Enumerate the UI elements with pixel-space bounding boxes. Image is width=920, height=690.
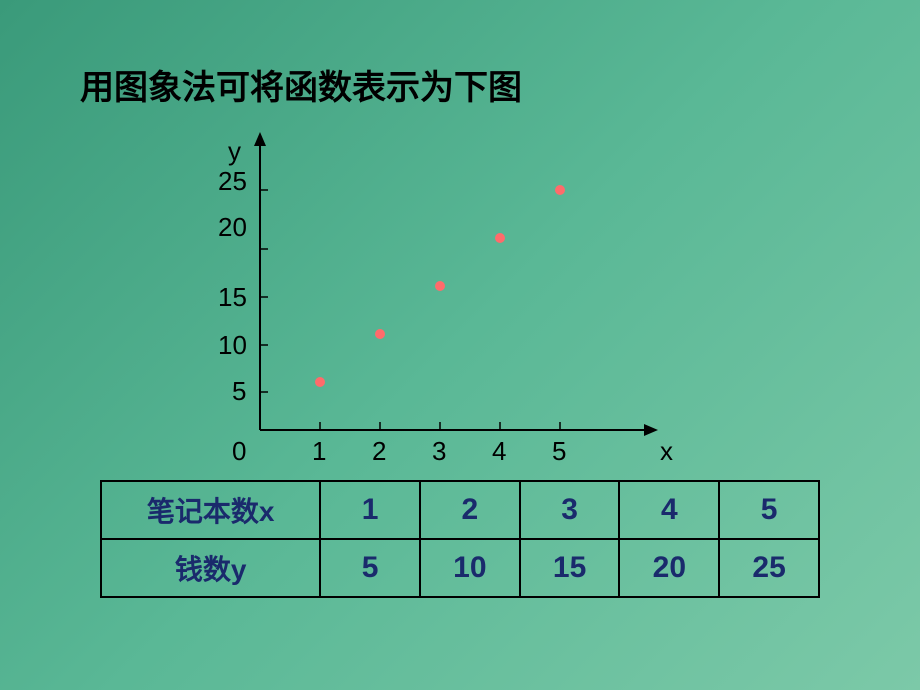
x-axis-arrow	[644, 424, 658, 436]
row-header-x: 笔记本数x	[101, 481, 320, 539]
row-header-y-label: 钱数y	[175, 554, 247, 585]
table-row: 笔记本数x 1 2 3 4 5	[101, 481, 819, 539]
y-axis-label: y	[228, 136, 241, 166]
y-tick-1: 10	[218, 330, 247, 360]
x-axis-label: x	[660, 436, 673, 466]
data-points-group	[315, 185, 565, 387]
data-point	[315, 377, 325, 387]
table-cell: 5	[320, 539, 420, 597]
table-cell: 5	[719, 481, 819, 539]
scatter-chart: y x 0 1 2 3 4 5 5 10 15 20 25	[190, 130, 690, 470]
data-point	[435, 281, 445, 291]
y-tick-4: 25	[218, 166, 247, 196]
table-cell: 3	[520, 481, 620, 539]
page-title: 用图象法可将函数表示为下图	[80, 60, 522, 109]
x-tick-5: 5	[552, 436, 566, 466]
x-tick-1: 1	[312, 436, 326, 466]
table-cell: 4	[619, 481, 719, 539]
y-tick-2: 15	[218, 282, 247, 312]
table-cell: 10	[420, 539, 520, 597]
row-header-x-label: 笔记本数x	[147, 496, 275, 527]
x-tick-2: 2	[372, 436, 386, 466]
x-tick-4: 4	[492, 436, 506, 466]
table-cell: 25	[719, 539, 819, 597]
table: 笔记本数x 1 2 3 4 5 钱数y 5 10 15 20 25	[100, 480, 820, 598]
table-cell: 15	[520, 539, 620, 597]
table-cell: 1	[320, 481, 420, 539]
data-point	[375, 329, 385, 339]
row-header-y: 钱数y	[101, 539, 320, 597]
chart-svg: y x 0 1 2 3 4 5 5 10 15 20 25	[190, 130, 690, 470]
x-tick-0: 0	[232, 436, 246, 466]
x-ticks-group: 1 2 3 4 5	[312, 422, 566, 466]
y-tick-3: 20	[218, 212, 247, 242]
table-cell: 20	[619, 539, 719, 597]
y-axis-arrow	[254, 132, 266, 146]
data-point	[555, 185, 565, 195]
data-point	[495, 233, 505, 243]
table-cell: 2	[420, 481, 520, 539]
y-tick-0: 5	[232, 376, 246, 406]
x-tick-3: 3	[432, 436, 446, 466]
data-table: 笔记本数x 1 2 3 4 5 钱数y 5 10 15 20 25	[100, 480, 820, 598]
table-row: 钱数y 5 10 15 20 25	[101, 539, 819, 597]
